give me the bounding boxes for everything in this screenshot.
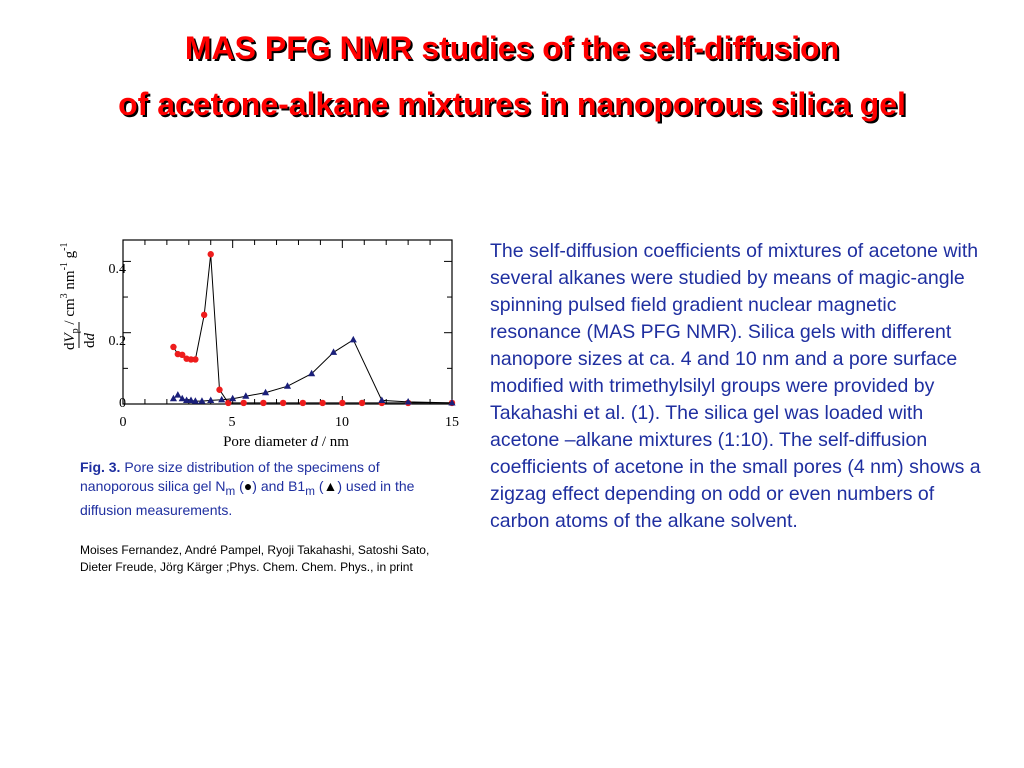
data-point-circle — [200, 311, 208, 319]
data-point-triangle — [329, 348, 338, 355]
data-point-triangle — [349, 335, 357, 343]
x-axis-label: Pore diameter d / nm — [223, 434, 349, 450]
data-point-circle — [319, 399, 326, 407]
plot-frame — [122, 239, 453, 405]
figure-label: Fig. 3. — [80, 459, 121, 475]
data-point-triangle — [174, 391, 182, 398]
data-point-circle — [260, 399, 267, 407]
y-tick-label: 0.4 — [109, 262, 127, 277]
figure-caption: Fig. 3. Pore size distribution of the sp… — [80, 459, 415, 518]
x-tick-label: 5 — [229, 415, 236, 430]
data-point-circle — [207, 251, 214, 258]
data-point-triangle — [308, 369, 316, 377]
x-tick-label: 15 — [445, 415, 459, 430]
slide-title-line2: of acetone-alkane mixtures in nanoporous… — [118, 86, 906, 122]
y-tick-label: 0 — [119, 396, 126, 411]
svg-text:dd: dd — [82, 333, 98, 349]
pore-size-distribution-chart: 0 0.2 0.4 0 5 10 15 Pore diameter d / nm… — [59, 239, 459, 450]
data-point-triangle — [207, 396, 215, 404]
data-point-triangle — [378, 396, 386, 404]
data-point-circle — [216, 386, 223, 393]
data-point-triangle — [178, 394, 186, 402]
data-point-triangle — [242, 392, 250, 399]
y-tick-label: 0.2 — [109, 334, 127, 349]
data-point-triangle — [261, 388, 270, 396]
data-point-circle — [179, 351, 186, 358]
data-point-circle — [299, 399, 307, 407]
data-point-triangle — [448, 399, 456, 406]
data-point-triangle — [198, 397, 206, 404]
body-paragraph: The self-diffusion coefficients of mixtu… — [490, 240, 981, 532]
series-line-triangle — [173, 339, 453, 404]
data-point-circle — [358, 399, 366, 407]
data-point-circle — [170, 343, 177, 351]
y-axis-label: dVp / cm3 nm-1 g-1 dd — [59, 242, 98, 350]
series-line-circle — [172, 254, 452, 404]
data-point-circle — [279, 399, 287, 407]
data-point-triangle — [187, 396, 195, 404]
data-point-circle — [240, 399, 247, 407]
data-point-triangle — [218, 395, 226, 403]
data-point-triangle — [283, 382, 292, 389]
x-tick-label: 10 — [335, 415, 349, 430]
triangle-legend-symbol: ▲ — [323, 478, 338, 494]
data-point-triangle — [191, 397, 199, 404]
reference-citation: Moises Fernandez, André Pampel, Ryoji Ta… — [80, 543, 430, 574]
data-point-circle — [192, 356, 199, 363]
data-point-circle — [187, 356, 195, 363]
x-tick-label: 0 — [120, 415, 127, 430]
data-point-triangle — [404, 397, 412, 405]
data-point-circle — [225, 399, 232, 407]
data-point-triangle — [229, 394, 237, 402]
svg-text:dVp / cm3 nm-1 g-1: dVp / cm3 nm-1 g-1 — [59, 242, 81, 350]
circle-legend-symbol: ● — [243, 478, 253, 494]
slide-title-line1: MAS PFG NMR studies of the self-diffusio… — [184, 30, 840, 66]
data-point-triangle — [169, 394, 178, 402]
data-point-circle — [339, 399, 346, 407]
